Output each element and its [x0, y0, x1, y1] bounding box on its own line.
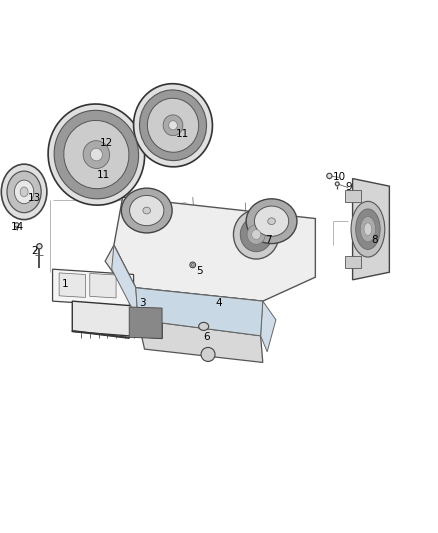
Ellipse shape: [130, 196, 164, 225]
Bar: [345, 256, 361, 268]
Text: 14: 14: [11, 222, 24, 231]
Polygon shape: [53, 269, 134, 306]
Ellipse shape: [90, 148, 102, 161]
Ellipse shape: [1, 164, 47, 220]
Text: 12: 12: [99, 138, 113, 148]
Circle shape: [336, 182, 339, 186]
Polygon shape: [114, 197, 315, 301]
Polygon shape: [138, 320, 263, 362]
Polygon shape: [90, 273, 116, 298]
Text: 8: 8: [371, 235, 378, 245]
Ellipse shape: [268, 218, 276, 224]
Circle shape: [14, 223, 19, 227]
Circle shape: [190, 262, 195, 268]
Polygon shape: [112, 245, 138, 320]
Polygon shape: [72, 301, 162, 338]
Text: 4: 4: [215, 298, 223, 308]
Text: 9: 9: [345, 182, 352, 191]
Ellipse shape: [233, 210, 279, 259]
Ellipse shape: [7, 171, 41, 213]
Ellipse shape: [254, 206, 289, 236]
Text: 11: 11: [176, 130, 189, 139]
Ellipse shape: [14, 180, 34, 204]
Ellipse shape: [54, 110, 138, 199]
Circle shape: [327, 173, 332, 179]
Ellipse shape: [147, 98, 199, 152]
Ellipse shape: [240, 217, 272, 252]
Ellipse shape: [364, 223, 372, 236]
Ellipse shape: [121, 188, 172, 233]
Ellipse shape: [143, 207, 151, 214]
Ellipse shape: [134, 84, 212, 167]
Ellipse shape: [247, 225, 265, 244]
Polygon shape: [353, 179, 389, 280]
Ellipse shape: [83, 141, 110, 168]
Polygon shape: [136, 288, 263, 336]
Text: 5: 5: [196, 266, 203, 276]
Polygon shape: [72, 330, 129, 338]
Ellipse shape: [20, 187, 28, 197]
Ellipse shape: [351, 201, 385, 257]
Ellipse shape: [252, 230, 261, 239]
Polygon shape: [129, 307, 162, 338]
Circle shape: [37, 244, 42, 249]
Ellipse shape: [163, 115, 183, 135]
Ellipse shape: [64, 120, 129, 189]
Ellipse shape: [360, 216, 375, 242]
Ellipse shape: [48, 104, 145, 205]
Text: 7: 7: [265, 235, 272, 245]
Ellipse shape: [199, 322, 208, 330]
Polygon shape: [105, 245, 136, 296]
Ellipse shape: [246, 199, 297, 244]
Circle shape: [191, 263, 194, 266]
Ellipse shape: [139, 90, 207, 160]
Text: 13: 13: [28, 193, 41, 203]
Text: 6: 6: [203, 332, 210, 342]
Ellipse shape: [356, 209, 380, 249]
Polygon shape: [129, 296, 140, 306]
Text: 1: 1: [61, 279, 68, 289]
Polygon shape: [59, 273, 85, 297]
Bar: [345, 190, 361, 203]
Text: 3: 3: [139, 298, 146, 308]
Text: 2: 2: [31, 246, 38, 255]
Text: 10: 10: [333, 172, 346, 182]
Ellipse shape: [169, 120, 177, 130]
Polygon shape: [136, 288, 263, 336]
Circle shape: [201, 348, 215, 361]
Polygon shape: [261, 301, 276, 352]
Text: 11: 11: [97, 170, 110, 180]
